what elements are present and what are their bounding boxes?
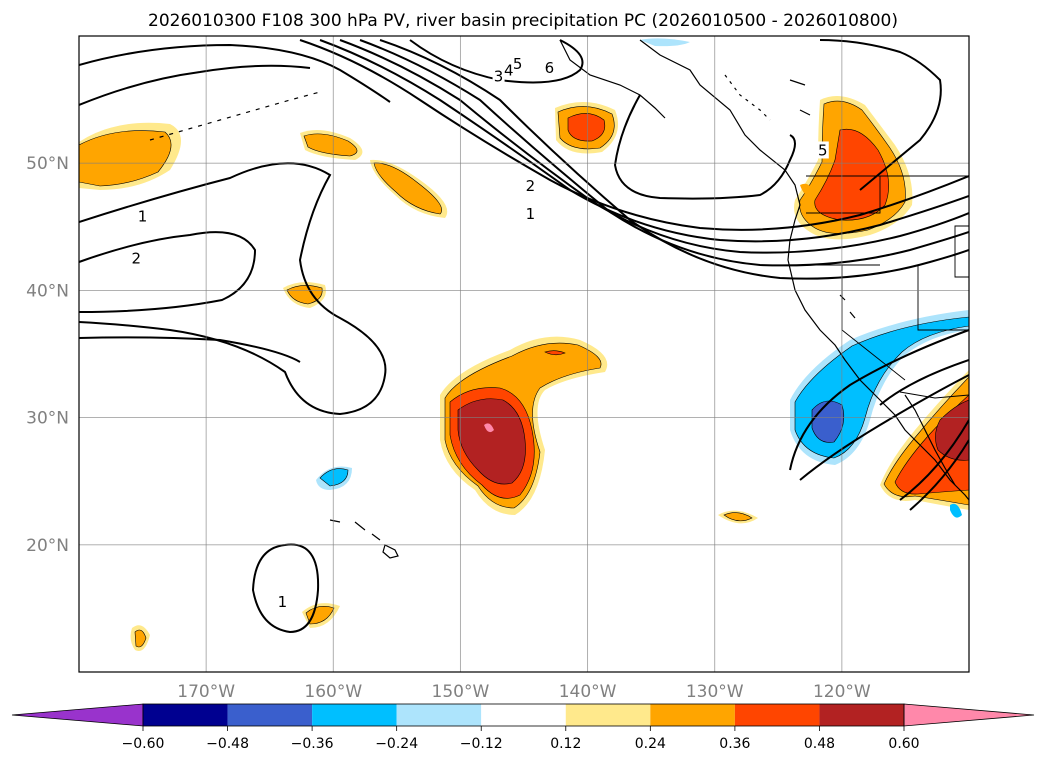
pv-jet-5 — [379, 39, 969, 280]
colorbar-tick-label: −0.60 — [122, 736, 165, 752]
contour-label-halo — [543, 58, 556, 76]
contour-label-halo — [130, 249, 143, 267]
pv-contour-south-3 — [879, 359, 969, 406]
pv-contour-top-2 — [79, 64, 311, 106]
pc-feature-bc-coast — [800, 183, 815, 197]
colorbar-extend-high — [903, 703, 1035, 727]
x-tick-label: 160°W — [304, 682, 362, 702]
pv-contour-south-2 — [799, 374, 969, 481]
x-axis: 170°W 160°W 150°W 140°W 130°W 120°W — [177, 682, 871, 702]
colorbar-tick-label: 0.24 — [635, 736, 666, 752]
pv-contours — [79, 39, 969, 634]
contour-label-halo — [136, 207, 149, 225]
pv-jet-3 — [339, 39, 969, 254]
contour-label-halo — [524, 177, 537, 195]
contour-label-text: 1 — [278, 593, 288, 611]
contour-label-text: 2 — [131, 250, 141, 268]
aleutians — [149, 91, 321, 141]
colorbar-segment — [734, 704, 820, 726]
contour-label-halo — [524, 205, 537, 223]
pv-contour-bc-5 — [613, 94, 796, 200]
y-axis: 20°N 30°N 40°N 50°N — [26, 154, 69, 556]
x-tick-label: 120°W — [813, 682, 871, 702]
hawaii — [329, 519, 399, 559]
pv-contour-top-1 — [79, 43, 391, 103]
contour-label-halo — [492, 67, 505, 85]
contour-label-text: 5 — [818, 141, 828, 159]
colorbar-segment — [312, 704, 397, 726]
pv-contour-west-lower — [79, 336, 301, 363]
pv-contour-south-4 — [899, 419, 969, 501]
precip-shading — [79, 38, 969, 651]
colorbar-segment — [481, 704, 566, 726]
pv-contour-label: 3 — [492, 67, 505, 86]
map-area — [79, 36, 969, 672]
pv-contour-label: 5 — [816, 141, 829, 159]
pv-contour-south-1 — [789, 329, 969, 471]
pv-contour-south-5 — [909, 439, 969, 511]
y-tick-label: 40°N — [26, 281, 69, 301]
y-tick-label: 50°N — [26, 154, 69, 174]
colorbar-segment — [650, 704, 735, 726]
contour-label-text: 5 — [513, 55, 523, 73]
gridlines — [79, 36, 969, 672]
colorbar-tick-label: 0.36 — [719, 736, 750, 752]
colorbar: −0.60 −0.48 −0.36 −0.24 −0.12 0.12 0.24 0.36 0.4… — [11, 703, 1035, 752]
pv-contour-west-1 — [79, 162, 387, 416]
y-tick-label: 20°N — [26, 536, 69, 556]
colorbar-tick-label: −0.24 — [375, 736, 418, 752]
colorbar-extend-low — [11, 703, 144, 727]
colorbar-tick-label: 0.60 — [888, 736, 919, 752]
colorbar-tick-label: −0.12 — [460, 736, 503, 752]
pv-contour-label: 5 — [511, 54, 524, 73]
colorbar-tick-label: 0.12 — [550, 736, 581, 752]
pv-contour-label: 6 — [543, 58, 556, 77]
pv-contour-6 — [409, 39, 584, 84]
pv-jet-2 — [319, 39, 969, 243]
pv-contour-label: 1 — [136, 207, 149, 226]
x-tick-label: 150°W — [432, 682, 490, 702]
pv-contour-label: 1 — [524, 205, 537, 223]
pv-contour-ridge — [819, 39, 942, 191]
contour-label-text: 4 — [504, 61, 514, 79]
colorbar-segment — [227, 704, 313, 726]
colorbar-segment — [565, 704, 651, 726]
colorbar-tick-label: 0.48 — [804, 736, 835, 752]
x-tick-label: 130°W — [686, 682, 744, 702]
contour-label-text: 2 — [526, 177, 536, 195]
contour-label-text: 1 — [526, 205, 536, 223]
colorbar-segment — [396, 704, 482, 726]
borders — [786, 175, 969, 399]
colorbar-tick-label: −0.36 — [291, 736, 334, 752]
contour-label-halo — [511, 54, 524, 72]
alaska-coast — [559, 39, 666, 119]
plot-frame — [78, 35, 970, 673]
wa-or-line — [806, 176, 881, 214]
contour-label-text: 1 — [138, 208, 148, 226]
pv-contour-label: 2 — [130, 249, 143, 268]
contour-label-halo — [816, 141, 829, 159]
chart-title: 2026010300 F108 300 hPa PV, river basin … — [148, 11, 898, 31]
contour-label-text: 6 — [545, 59, 555, 77]
pv-contour-label: 2 — [524, 177, 537, 195]
contour-label-text: 3 — [494, 68, 504, 86]
colorbar-segment — [143, 704, 228, 726]
pv-contour-hawaii-1 — [251, 543, 320, 634]
x-tick-label: 140°W — [559, 682, 617, 702]
pv-contour-west-2 — [79, 231, 257, 313]
colorbar-tick-label: −0.48 — [206, 736, 249, 752]
contour-label-halo — [276, 593, 289, 611]
colorbar-outline — [142, 703, 905, 727]
colorbar-segment — [819, 704, 904, 726]
x-tick-label: 170°W — [177, 682, 235, 702]
y-tick-label: 30°N — [26, 409, 69, 429]
pv-contour-label: 1 — [276, 593, 289, 611]
